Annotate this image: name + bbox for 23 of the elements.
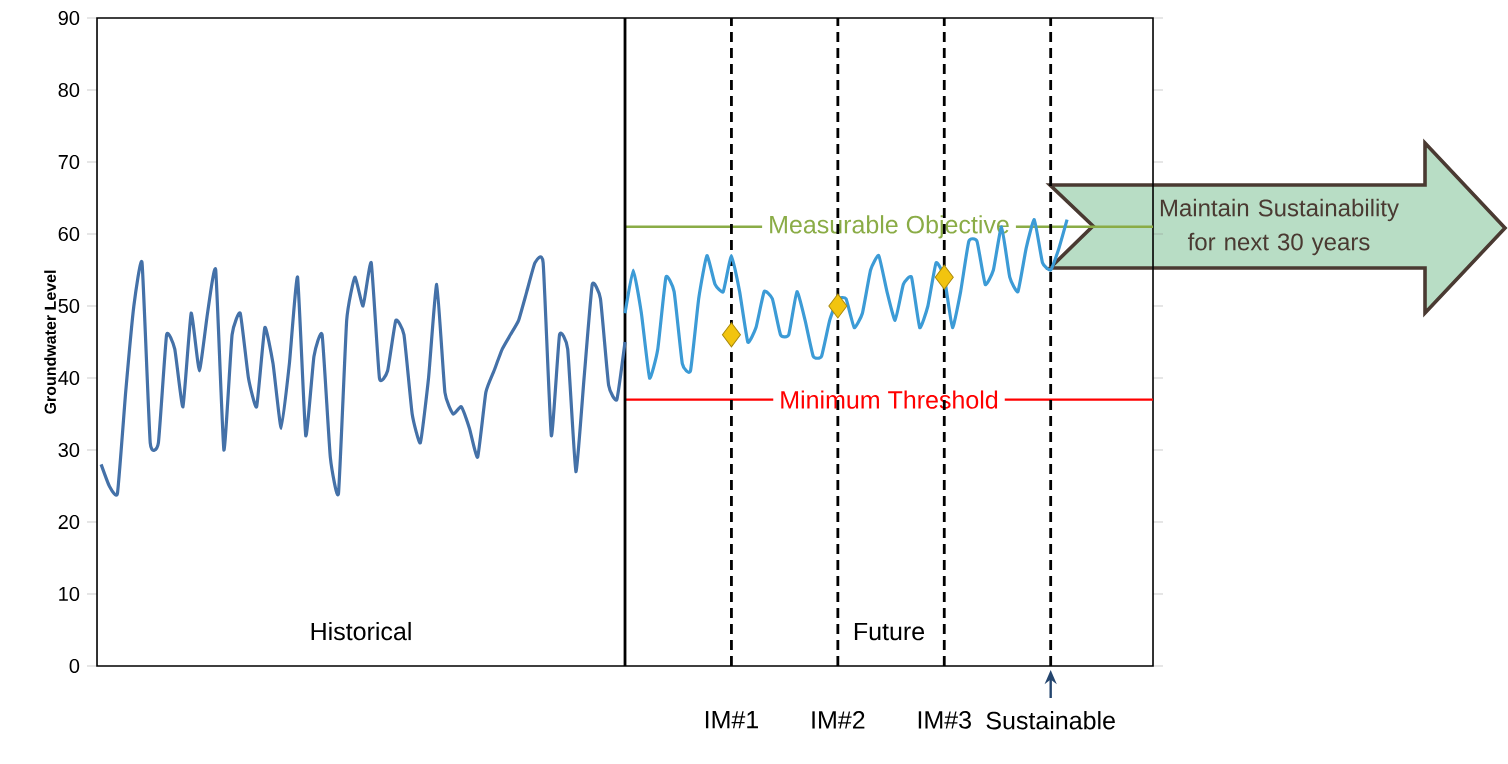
point (934, 264, 954, 290)
y-axis-title: Groundwater Level (44, 270, 56, 414)
y-tick-label: 20 (58, 514, 80, 530)
annotation: Historical (311, 621, 411, 641)
point (828, 293, 848, 319)
y-tick-label: 40 (58, 370, 80, 386)
x-tick-label: Sustainable (986, 711, 1115, 730)
x-tick-label: IM#1 (705, 711, 758, 729)
y-tick-label: 60 (58, 226, 80, 242)
text: Maintain Sustainability for next 30 years (1160, 198, 1399, 256)
ref-line-label: Measurable Objective (770, 215, 1009, 239)
point (721, 322, 741, 348)
y-tick-label: 30 (58, 442, 80, 458)
y-tick-label: 70 (58, 154, 80, 170)
ref-line-label: Minimum Threshold (781, 390, 998, 409)
y-tick-label: 90 (58, 10, 80, 26)
y-tick-label: 50 (58, 298, 80, 314)
y-tick-label: 80 (58, 82, 80, 98)
x-tick-label: IM#3 (918, 711, 971, 729)
y-tick-label: 10 (59, 586, 80, 602)
annotation: Future (854, 622, 925, 641)
x-tick-label: IM#2 (812, 711, 865, 729)
y-tick-label: 0 (69, 658, 80, 674)
